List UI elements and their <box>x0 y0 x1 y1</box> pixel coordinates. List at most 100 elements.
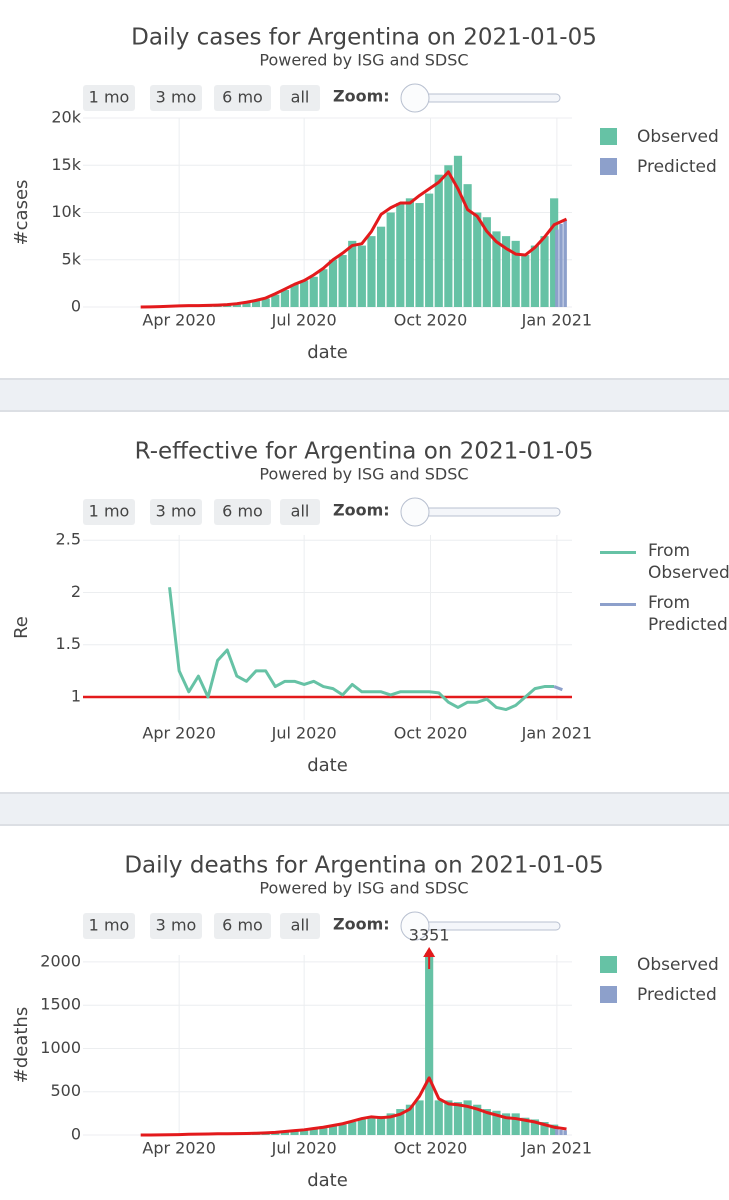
plot-area <box>140 953 567 1137</box>
slider-knob[interactable] <box>400 911 430 941</box>
zoom-label: Zoom: <box>333 915 390 934</box>
legend-item[interactable]: From Observed <box>600 540 729 584</box>
chart-title: Daily deaths for Argentina on 2021-01-05 <box>124 853 603 879</box>
range-button[interactable]: 1 mo <box>83 499 135 525</box>
bar <box>540 1122 549 1135</box>
button-bg <box>150 499 202 525</box>
legend-item[interactable]: Observed <box>600 954 729 976</box>
bar <box>348 1122 357 1135</box>
chart-title: R-effective for Argentina on 2021-01-05 <box>135 439 594 465</box>
y-tick-label: 0 <box>71 297 81 316</box>
bar <box>453 1102 463 1135</box>
y-tick-label: 1000 <box>40 1038 81 1057</box>
range-button[interactable]: 1 mo <box>83 913 135 939</box>
button-label: 3 mo <box>156 502 197 521</box>
range-button[interactable]: all <box>280 85 320 111</box>
bar <box>309 1128 318 1135</box>
slider-knob[interactable] <box>400 83 430 113</box>
range-button[interactable]: all <box>280 499 320 525</box>
separator <box>0 378 729 412</box>
bar <box>300 1129 309 1135</box>
slider-track <box>414 507 561 517</box>
range-button[interactable]: all <box>280 913 320 939</box>
bar <box>434 174 443 307</box>
bar <box>530 1119 539 1135</box>
bar <box>550 1124 559 1135</box>
bar <box>367 1117 376 1135</box>
legend-label: Predicted <box>637 985 717 1005</box>
bar <box>328 259 338 307</box>
legend-item[interactable]: From Predicted <box>600 592 729 636</box>
range-button[interactable]: 1 mo <box>83 85 135 111</box>
legend-swatch <box>600 986 617 1003</box>
bar <box>473 1104 482 1135</box>
y-tick-label: 0 <box>71 1125 81 1144</box>
annotation: 3351 <box>409 926 450 945</box>
range-button[interactable]: 3 mo <box>150 85 202 111</box>
range-button[interactable]: 6 mo <box>214 85 271 111</box>
y-axis-title: #cases <box>11 180 32 246</box>
trend-line <box>140 170 568 309</box>
bar <box>328 1125 338 1135</box>
legend-label: Observed <box>637 955 719 975</box>
x-tick-label: Jan 2021 <box>521 311 592 330</box>
bar <box>242 302 251 307</box>
bar <box>434 1100 443 1135</box>
bar <box>415 1100 424 1135</box>
y-tick-label: 1 <box>71 687 81 706</box>
bar <box>367 236 376 307</box>
range-button[interactable]: 6 mo <box>214 499 271 525</box>
chart-title: Daily cases for Argentina on 2021-01-05 <box>131 25 597 51</box>
bar <box>386 212 395 307</box>
annotation-arrowhead <box>423 947 436 957</box>
separator <box>0 792 729 826</box>
bar <box>348 240 357 307</box>
bar <box>521 255 530 307</box>
bar <box>425 953 434 1135</box>
button-label: all <box>291 502 310 521</box>
bar <box>482 217 491 307</box>
bar <box>376 226 386 307</box>
legend-item[interactable]: Predicted <box>600 984 729 1006</box>
button-bg <box>214 85 271 111</box>
slider-knob[interactable] <box>400 497 430 527</box>
range-button[interactable]: 3 mo <box>150 499 202 525</box>
legend-label: Predicted <box>637 157 717 177</box>
zoom-label: Zoom: <box>333 87 390 106</box>
x-tick-label: Oct 2020 <box>394 311 467 330</box>
legend-swatch <box>600 158 617 175</box>
y-tick-label: 2 <box>71 582 81 601</box>
x-tick-label: Jul 2020 <box>271 724 337 743</box>
plot-area <box>83 587 572 712</box>
trend-line <box>140 1076 567 1137</box>
bar <box>338 255 347 307</box>
button-label: 6 mo <box>222 88 263 107</box>
bar <box>482 1109 491 1135</box>
range-button[interactable]: 3 mo <box>150 913 202 939</box>
x-tick-label: Apr 2020 <box>142 724 215 743</box>
y-tick-label: 1.5 <box>56 634 81 653</box>
y-tick-label: 500 <box>50 1081 81 1100</box>
bar <box>550 198 559 307</box>
button-label: all <box>291 88 310 107</box>
legend-label: Observed <box>637 127 719 147</box>
legend-item[interactable]: Predicted <box>600 156 729 178</box>
bar <box>271 294 280 307</box>
legend-item[interactable]: Observed <box>600 126 729 148</box>
bar <box>405 1104 415 1135</box>
bar <box>261 298 270 307</box>
button-bg <box>280 913 320 939</box>
x-axis-title: date <box>307 755 348 776</box>
bar <box>309 276 318 307</box>
bar <box>376 1115 386 1135</box>
range-button[interactable]: 6 mo <box>214 913 271 939</box>
button-bg <box>280 499 320 525</box>
y-tick-label: 2.5 <box>56 530 81 549</box>
bar <box>338 1124 347 1135</box>
bar <box>319 1126 328 1135</box>
bar <box>540 236 549 307</box>
button-label: all <box>291 916 310 935</box>
legend-swatch <box>600 128 617 145</box>
zoom-label: Zoom: <box>333 501 390 520</box>
